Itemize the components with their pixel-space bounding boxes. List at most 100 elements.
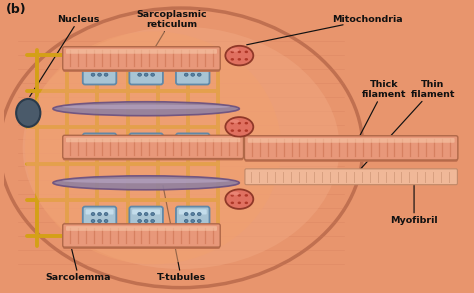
Ellipse shape (91, 146, 95, 149)
Text: (b): (b) (6, 3, 27, 16)
Ellipse shape (230, 202, 234, 204)
Ellipse shape (104, 212, 108, 216)
Ellipse shape (184, 66, 188, 69)
Text: T-tubules: T-tubules (156, 185, 206, 282)
Ellipse shape (98, 219, 101, 222)
Ellipse shape (91, 66, 95, 69)
Ellipse shape (197, 73, 201, 76)
FancyBboxPatch shape (83, 60, 116, 84)
Ellipse shape (151, 212, 155, 216)
Ellipse shape (191, 219, 195, 222)
FancyBboxPatch shape (179, 209, 207, 214)
Ellipse shape (151, 146, 155, 149)
FancyBboxPatch shape (63, 137, 244, 161)
Text: Nucleus: Nucleus (30, 15, 100, 97)
Ellipse shape (104, 139, 108, 142)
Ellipse shape (138, 66, 141, 69)
Ellipse shape (191, 66, 195, 69)
FancyBboxPatch shape (63, 49, 220, 72)
Ellipse shape (138, 73, 141, 76)
Ellipse shape (91, 212, 95, 216)
Text: Sarcolemma: Sarcolemma (46, 223, 111, 282)
Ellipse shape (53, 102, 239, 116)
Ellipse shape (225, 117, 253, 137)
Ellipse shape (138, 139, 141, 142)
Ellipse shape (0, 8, 363, 288)
Text: Mitochondria: Mitochondria (246, 15, 403, 45)
Ellipse shape (237, 58, 241, 61)
Ellipse shape (191, 146, 195, 149)
FancyBboxPatch shape (129, 133, 163, 158)
FancyBboxPatch shape (63, 224, 220, 247)
Text: Thin
filament: Thin filament (356, 80, 455, 175)
Ellipse shape (91, 139, 95, 142)
Ellipse shape (237, 202, 241, 204)
FancyBboxPatch shape (86, 136, 114, 141)
Ellipse shape (23, 27, 339, 269)
Ellipse shape (191, 73, 195, 76)
Ellipse shape (230, 51, 234, 53)
Ellipse shape (151, 73, 155, 76)
Ellipse shape (144, 219, 148, 222)
Ellipse shape (245, 194, 248, 197)
FancyBboxPatch shape (63, 226, 220, 249)
Text: Thick
filament: Thick filament (355, 80, 406, 145)
Ellipse shape (104, 66, 108, 69)
Ellipse shape (184, 73, 188, 76)
FancyBboxPatch shape (132, 63, 160, 68)
Ellipse shape (98, 146, 101, 149)
Ellipse shape (98, 139, 101, 142)
Ellipse shape (197, 146, 201, 149)
Ellipse shape (230, 192, 239, 195)
Ellipse shape (91, 73, 95, 76)
FancyBboxPatch shape (66, 49, 217, 54)
Text: Sarcoplasmic
reticulum: Sarcoplasmic reticulum (137, 10, 207, 60)
FancyBboxPatch shape (63, 135, 244, 159)
Ellipse shape (144, 66, 148, 69)
Ellipse shape (197, 219, 201, 222)
FancyBboxPatch shape (129, 207, 163, 231)
Ellipse shape (230, 129, 234, 132)
Ellipse shape (144, 146, 148, 149)
Ellipse shape (16, 99, 40, 127)
FancyBboxPatch shape (132, 136, 160, 141)
Ellipse shape (191, 212, 195, 216)
FancyBboxPatch shape (245, 169, 457, 185)
FancyBboxPatch shape (179, 136, 207, 141)
Ellipse shape (98, 66, 101, 69)
FancyBboxPatch shape (176, 207, 210, 231)
Ellipse shape (230, 194, 234, 197)
FancyBboxPatch shape (86, 63, 114, 68)
FancyBboxPatch shape (83, 133, 116, 158)
Ellipse shape (230, 48, 239, 52)
FancyBboxPatch shape (245, 138, 458, 162)
Ellipse shape (245, 122, 248, 125)
Ellipse shape (245, 129, 248, 132)
Ellipse shape (230, 122, 234, 125)
FancyBboxPatch shape (179, 63, 207, 68)
Ellipse shape (197, 139, 201, 142)
Ellipse shape (104, 219, 108, 222)
FancyBboxPatch shape (86, 209, 114, 214)
FancyBboxPatch shape (176, 60, 210, 84)
Ellipse shape (62, 105, 230, 109)
FancyBboxPatch shape (63, 47, 220, 70)
FancyBboxPatch shape (83, 207, 116, 231)
Ellipse shape (237, 129, 241, 132)
FancyBboxPatch shape (245, 136, 458, 160)
Ellipse shape (184, 212, 188, 216)
FancyBboxPatch shape (66, 226, 217, 231)
Ellipse shape (230, 120, 239, 123)
Ellipse shape (144, 73, 148, 76)
Ellipse shape (151, 66, 155, 69)
Ellipse shape (184, 219, 188, 222)
Ellipse shape (62, 179, 230, 183)
Ellipse shape (138, 146, 141, 149)
Ellipse shape (138, 219, 141, 222)
Ellipse shape (237, 122, 241, 125)
Ellipse shape (91, 219, 95, 222)
Ellipse shape (144, 139, 148, 142)
FancyBboxPatch shape (66, 138, 240, 142)
Ellipse shape (98, 73, 101, 76)
Ellipse shape (184, 146, 188, 149)
